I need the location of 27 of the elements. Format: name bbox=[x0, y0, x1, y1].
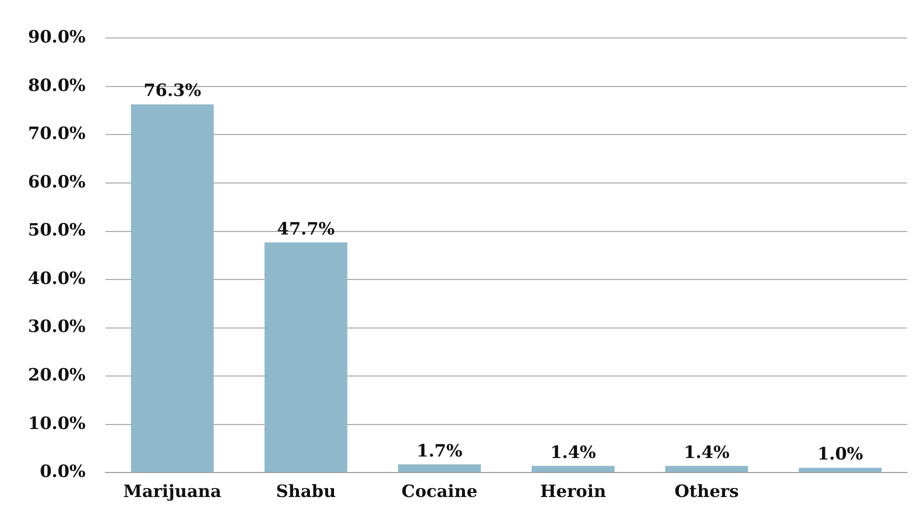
x-tick-label: Cocaine bbox=[402, 482, 478, 502]
data-label: 1.4% bbox=[550, 442, 596, 463]
x-tick-label: Marijuana bbox=[123, 482, 222, 502]
data-label: 47.7% bbox=[277, 219, 335, 240]
x-tick-label: Shabu bbox=[276, 482, 336, 502]
y-tick-label: 30.0% bbox=[28, 317, 86, 338]
y-tick-label: 60.0% bbox=[28, 172, 86, 192]
bar bbox=[532, 466, 614, 472]
y-tick-label: 0.0% bbox=[40, 462, 86, 482]
bar bbox=[398, 464, 481, 472]
y-tick-label: 90.0% bbox=[28, 28, 86, 48]
bar bbox=[130, 104, 214, 472]
y-tick-label: 10.0% bbox=[28, 414, 86, 434]
x-tick-label: Heroin bbox=[540, 482, 606, 502]
y-tick-label: 80.0% bbox=[28, 76, 86, 96]
x-tick-label: Others bbox=[674, 482, 739, 502]
y-tick-label: 70.0% bbox=[28, 124, 86, 144]
bar bbox=[798, 468, 882, 472]
data-label: 1.0% bbox=[817, 444, 864, 465]
data-label: 1.4% bbox=[684, 442, 730, 463]
bar bbox=[665, 466, 748, 472]
bar bbox=[264, 242, 348, 472]
y-tick-label: 50.0% bbox=[28, 220, 86, 241]
data-label: 1.7% bbox=[416, 441, 462, 462]
y-tick-label: 20.0% bbox=[28, 365, 86, 386]
data-label: 76.3% bbox=[144, 81, 202, 102]
y-tick-label: 40.0% bbox=[28, 268, 86, 289]
